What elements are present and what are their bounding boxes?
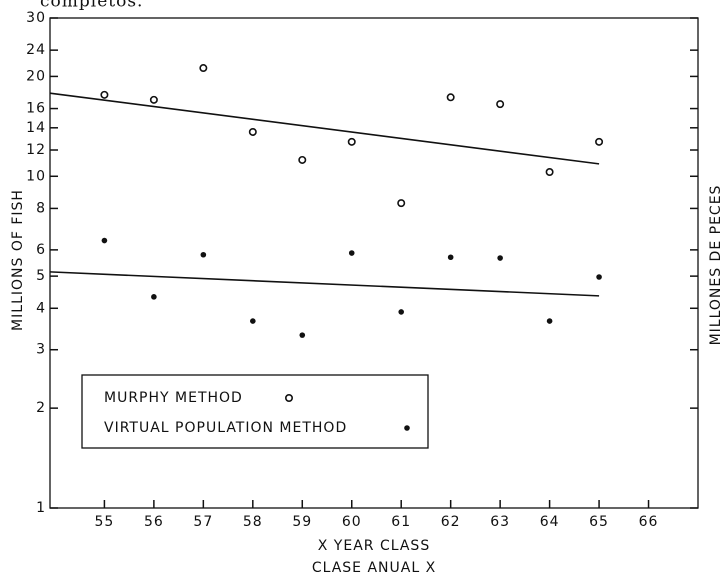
point: [248, 127, 257, 136]
y-tick-label: 14: [26, 120, 46, 136]
y-tick-label: 16: [26, 101, 46, 117]
x-tick-label: 59: [292, 514, 312, 530]
y-tick-label: 1: [36, 500, 46, 516]
point: [596, 274, 602, 280]
x-tick-label: 56: [144, 514, 164, 530]
point: [250, 318, 256, 324]
point: [299, 332, 306, 338]
y-tick-label: 10: [26, 168, 46, 184]
legend-marker: [284, 393, 293, 402]
point: [446, 93, 455, 102]
y-tick-label: 5: [36, 268, 46, 284]
x-axis-label-2: CLASE ANUAL X: [312, 560, 436, 575]
x-tick-label: 66: [639, 514, 659, 530]
point: [100, 90, 109, 99]
y-tick-label: 4: [36, 300, 46, 316]
y-tick-label: 24: [26, 42, 46, 58]
x-tick-label: 61: [391, 514, 411, 530]
y-tick-label: 8: [36, 200, 46, 216]
x-tick-label: 55: [94, 514, 114, 530]
point: [347, 137, 356, 146]
point: [545, 168, 554, 177]
point: [101, 237, 108, 244]
x-axis-label: X YEAR CLASS: [318, 538, 430, 554]
point: [595, 137, 604, 146]
legend-label: VIRTUAL POPULATION METHOD: [104, 420, 347, 436]
y-axis-label: MILLIONS OF FISH: [10, 189, 26, 331]
y-tick-label: 20: [26, 68, 46, 84]
x-tick-label: 57: [193, 514, 213, 530]
y-tick-label: 12: [26, 142, 46, 158]
point: [348, 250, 355, 256]
trend-line: [49, 92, 600, 165]
x-tick-label: 63: [490, 514, 510, 530]
x-tick-label: 64: [540, 514, 560, 530]
legend-box: [81, 374, 429, 449]
point: [199, 64, 208, 73]
x-tick-label: 62: [441, 514, 461, 530]
trend-line: [49, 271, 600, 297]
point: [397, 199, 406, 208]
y2-axis-label: MILLONES DE PECES: [708, 185, 723, 346]
x-tick-label: 60: [342, 514, 362, 530]
point: [497, 255, 503, 261]
legend-label: MURPHY METHOD: [104, 390, 243, 406]
y-tick-label: 2: [36, 400, 46, 416]
y-tick-label: 30: [26, 10, 46, 26]
x-tick-label: 65: [589, 514, 609, 530]
plot-frame: [49, 17, 699, 509]
y-tick-label: 6: [36, 242, 46, 258]
point: [447, 254, 454, 261]
caption-fragment: completos.: [40, 0, 143, 12]
x-tick-label: 58: [243, 514, 263, 530]
point: [149, 95, 158, 104]
point: [200, 251, 207, 258]
point: [298, 155, 307, 164]
point: [496, 100, 505, 109]
point: [151, 294, 157, 300]
point: [546, 318, 553, 324]
legend-marker: [404, 425, 410, 431]
y-tick-label: 3: [36, 342, 46, 358]
point: [398, 309, 405, 315]
